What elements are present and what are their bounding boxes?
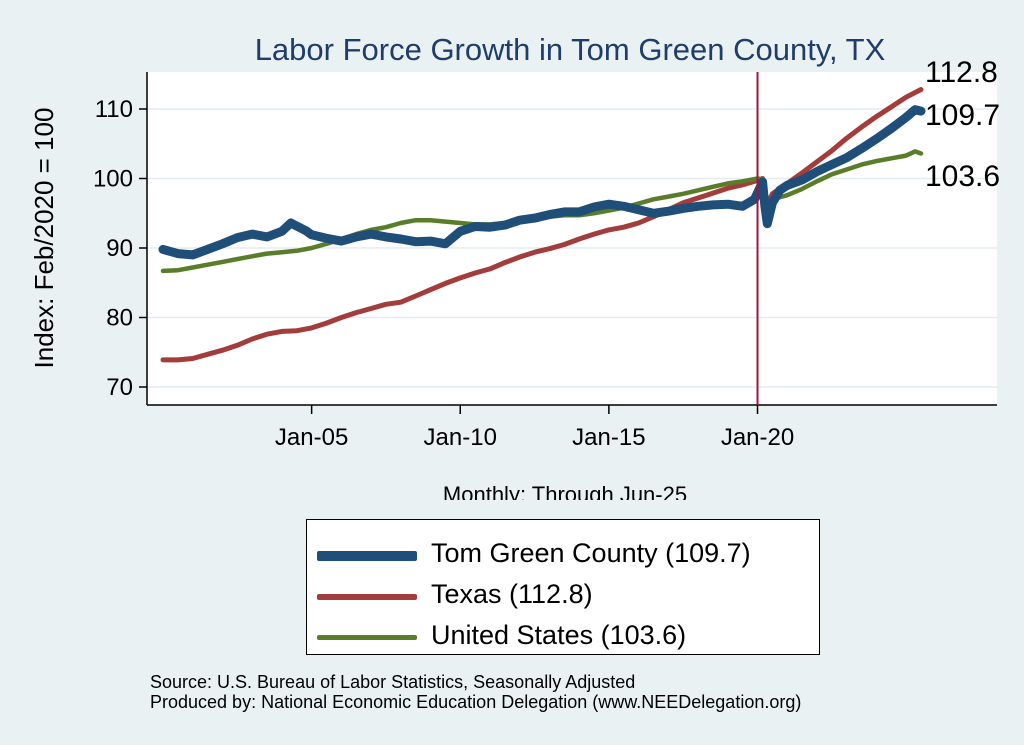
produced-by-line: Produced by: National Economic Education… xyxy=(150,692,802,712)
series-lines xyxy=(158,87,926,363)
end-value-labels: 109.7 112.8 103.6 xyxy=(925,56,1000,193)
chart-title: Labor Force Growth in Tom Green County, … xyxy=(255,32,886,67)
legend-item-texas: Texas (112.8) xyxy=(317,575,817,615)
y-ticks: 70 80 90 100 110 xyxy=(93,96,147,401)
y-tick-label-110: 110 xyxy=(95,96,133,123)
y-tick-label-100: 100 xyxy=(93,166,133,193)
axes xyxy=(146,72,997,406)
series-line-tom-green xyxy=(158,105,926,260)
y-tick-label-70: 70 xyxy=(106,374,133,401)
legend-swatch-united-states xyxy=(317,635,417,640)
end-label-texas: 112.8 xyxy=(925,56,998,89)
chart-svg: Labor Force Growth in Tom Green County, … xyxy=(29,32,1000,500)
y-tick-label-80: 80 xyxy=(106,305,133,332)
x-tick-label-1: Jan-10 xyxy=(424,424,497,451)
legend-label-united-states: United States (103.6) xyxy=(431,620,687,650)
x-axis-label: Monthly: Through Jun-25 xyxy=(443,482,687,500)
x-ticks: Jan-05 Jan-10 Jan-15 Jan-20 xyxy=(275,405,794,451)
gridlines xyxy=(147,108,997,388)
y-tick-label-90: 90 xyxy=(106,235,133,262)
legend: Tom Green County (109.7) Texas (112.8) U… xyxy=(306,519,820,655)
legend-item-united-states: United States (103.6) xyxy=(317,616,817,656)
x-tick-label-2: Jan-15 xyxy=(572,424,645,451)
end-label-united-states: 103.6 xyxy=(925,160,1000,193)
legend-swatch-tom-green xyxy=(317,551,417,561)
source-line: Source: U.S. Bureau of Labor Statistics,… xyxy=(150,672,636,692)
end-label-tom-green: 109.7 xyxy=(925,99,1000,132)
y-axis-label: Index: Feb/2020 = 100 xyxy=(29,108,59,369)
legend-label-tom-green: Tom Green County (109.7) xyxy=(431,538,751,568)
x-tick-label-0: Jan-05 xyxy=(275,424,348,451)
source-note: Source: U.S. Bureau of Labor Statistics,… xyxy=(150,672,801,712)
plot-area xyxy=(147,72,997,405)
legend-swatch-texas xyxy=(317,594,417,600)
legend-label-texas: Texas (112.8) xyxy=(431,579,593,609)
x-tick-label-3: Jan-20 xyxy=(721,424,794,451)
legend-item-tom-green: Tom Green County (109.7) xyxy=(317,534,817,574)
